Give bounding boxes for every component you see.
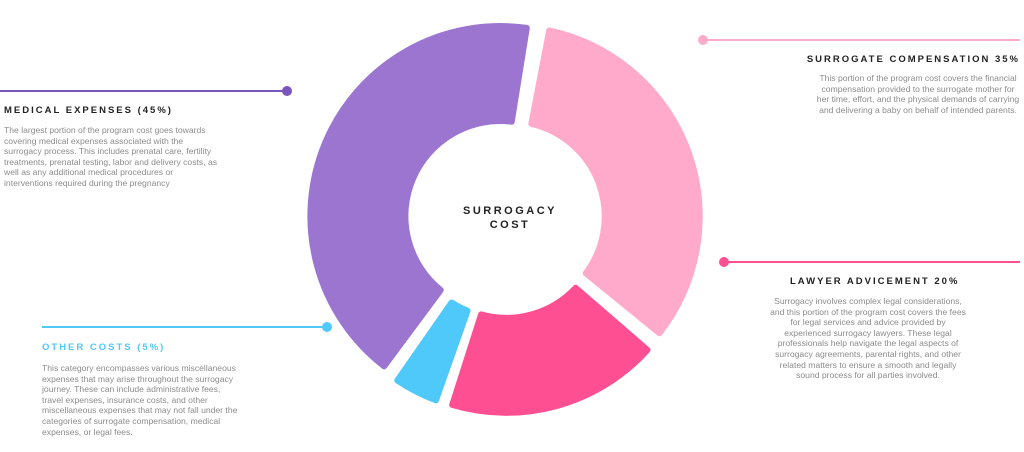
legend-title: OTHER COSTS (5%) [42,342,166,353]
legend-title: LAWYER ADVICEMENT 20% [790,276,960,287]
donut-slice [449,284,651,416]
center-label: SURROGACY COST [462,205,557,231]
legend-title: MEDICAL EXPENSES (45%) [4,105,173,116]
description: This category encompasses various miscel… [42,363,238,437]
connector-dot [719,257,729,267]
description: The largest portion of the program cost … [4,125,218,188]
legend-title: SURROGATE COMPENSATION 35% [806,54,1020,65]
connector-dot [282,86,292,96]
donut-slice [394,299,471,404]
donut-slice [528,27,703,337]
description: This portion of the program cost covers … [816,73,1020,115]
description: Surrogacy involves complex legal conside… [770,296,966,381]
connector-dot [322,322,332,332]
connector-dot [698,35,708,45]
donut-slice [307,23,530,370]
